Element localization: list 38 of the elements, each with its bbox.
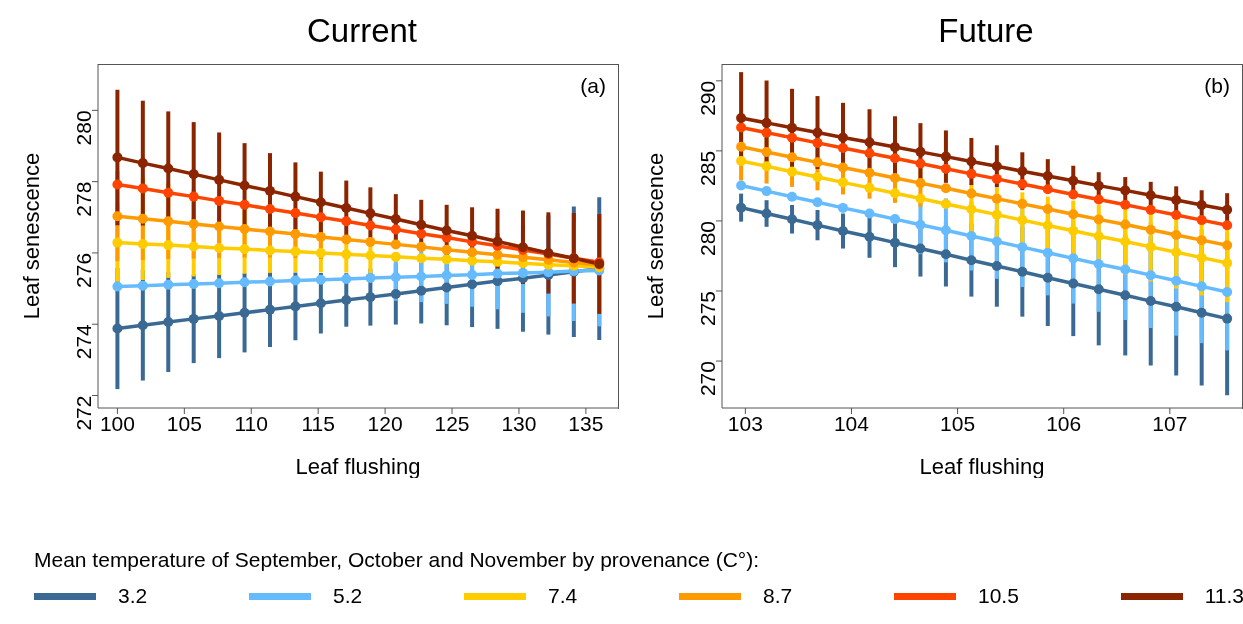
- legend-label: 8.7: [763, 584, 793, 608]
- x-tick-label: 130: [501, 411, 537, 435]
- y-tick-label: 290: [696, 80, 720, 116]
- legend-label: 3.2: [118, 584, 148, 608]
- legend-label: 5.2: [333, 584, 363, 608]
- x-tick-label: 120: [367, 411, 403, 435]
- legend-label: 7.4: [548, 584, 578, 608]
- x-tick-label: 100: [99, 411, 135, 435]
- y-axis-title: Leaf senescence: [643, 152, 669, 320]
- x-tick-label: 125: [434, 411, 470, 435]
- annotation: (b): [1204, 74, 1230, 98]
- x-tick-label: 115: [301, 411, 335, 435]
- y-axis-title: Leaf senescence: [19, 152, 45, 320]
- y-tick-label: 278: [72, 181, 96, 217]
- x-tick-label: 110: [234, 411, 268, 435]
- chart-title: Future: [937, 12, 1035, 50]
- x-tick-label: 135: [568, 411, 604, 435]
- x-axis-title: Leaf flushing: [919, 454, 1045, 479]
- y-tick-label: 280: [72, 110, 96, 146]
- legend-label: 11.3: [1204, 584, 1243, 608]
- y-tick-label: 276: [72, 252, 96, 288]
- annotation: (a): [580, 74, 606, 98]
- y-tick-label: 270: [696, 361, 720, 397]
- y-tick-label: 285: [696, 150, 720, 186]
- y-tick-label: 274: [72, 323, 96, 360]
- legend-title: Mean temperature of September, October and November by provenance (C°):: [34, 548, 761, 572]
- y-tick-label: 272: [72, 395, 96, 431]
- x-axis-title: Leaf flushing: [295, 454, 421, 479]
- x-tick-label: 103: [727, 411, 763, 435]
- x-tick-label: 107: [1152, 411, 1188, 435]
- x-tick-label: 106: [1046, 411, 1082, 435]
- x-tick-label: 105: [940, 411, 976, 435]
- chart-title: Current: [305, 12, 418, 50]
- x-tick-label: 104: [833, 411, 870, 435]
- x-tick-label: 105: [166, 411, 202, 435]
- y-tick-label: 280: [696, 220, 720, 256]
- legend-label: 10.5: [978, 584, 1019, 608]
- y-tick-label: 275: [696, 291, 720, 327]
